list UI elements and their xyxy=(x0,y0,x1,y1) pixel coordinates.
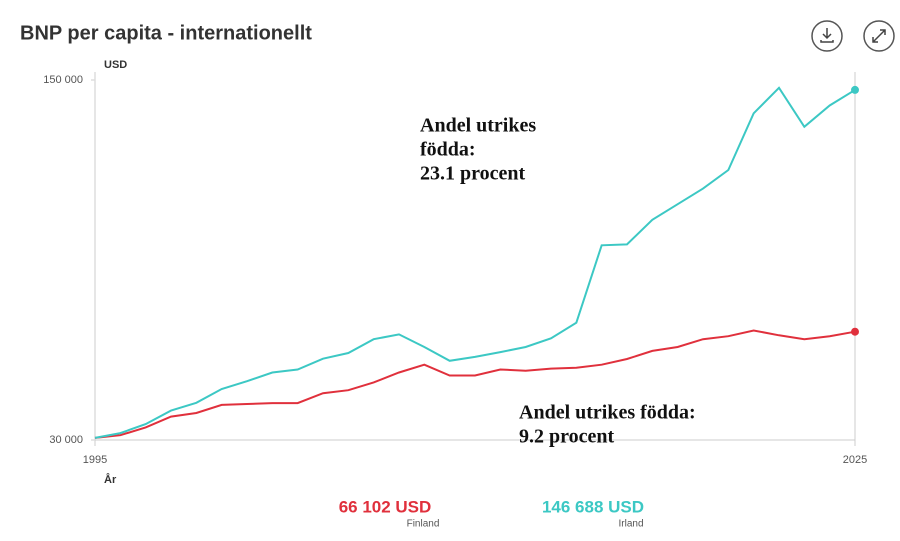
annotation: Andel utrikes xyxy=(420,115,536,137)
legend-name: Irland xyxy=(618,519,643,530)
annotation: 9.2 procent xyxy=(519,426,615,448)
y-tick-label: 150 000 xyxy=(43,74,83,86)
x-tick-label: 2025 xyxy=(843,454,867,466)
annotation: Andel utrikes födda: xyxy=(519,402,696,424)
legend-name: Finland xyxy=(407,519,440,530)
chart-title: BNP per capita - internationellt xyxy=(20,22,312,44)
end-point xyxy=(851,85,859,94)
x-axis-label: År xyxy=(104,473,117,486)
series-line xyxy=(94,86,856,439)
y-axis-label: USD xyxy=(104,59,127,71)
series-line xyxy=(94,329,856,439)
expand-button[interactable] xyxy=(863,20,895,52)
y-tick-label: 30 000 xyxy=(49,434,83,446)
legend-value: 66 102 USD xyxy=(339,497,432,516)
legend-value: 146 688 USD xyxy=(542,497,644,516)
x-tick-label: 1995 xyxy=(83,454,107,466)
end-point xyxy=(851,327,859,336)
annotation: födda: xyxy=(420,139,476,161)
download-button[interactable] xyxy=(811,20,843,52)
annotation: 23.1 procent xyxy=(420,163,526,185)
